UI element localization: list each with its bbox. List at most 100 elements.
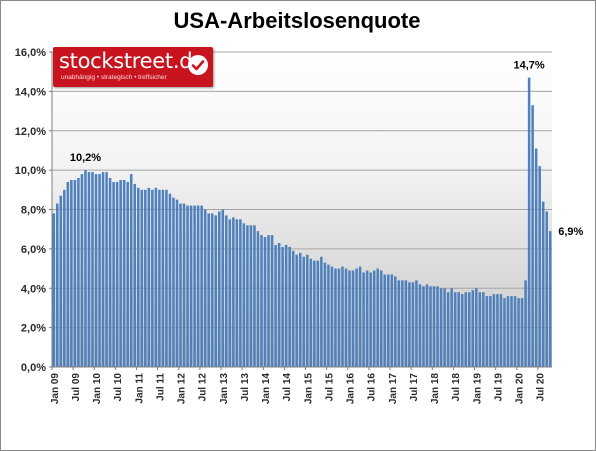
data-label: 14,7% <box>514 60 545 72</box>
x-tick-label: Jan 18 <box>430 373 441 405</box>
bar <box>94 174 98 367</box>
x-tick-label: Jan 10 <box>92 373 103 405</box>
bar <box>73 179 77 367</box>
bar <box>63 189 66 367</box>
x-tick-label: Jul 20 <box>536 373 547 402</box>
axes <box>49 51 552 370</box>
y-tick-label: 2,0% <box>21 323 46 335</box>
bar <box>288 246 291 367</box>
bar <box>161 189 165 367</box>
bar <box>56 203 59 367</box>
bar <box>242 223 246 367</box>
bar <box>464 292 467 367</box>
bar <box>253 225 256 367</box>
x-tick-label: Jan 12 <box>177 373 188 405</box>
bar <box>408 282 411 367</box>
bar <box>387 274 390 367</box>
bar <box>337 268 341 367</box>
x-tick-label: Jul 16 <box>367 373 378 402</box>
bar <box>284 244 288 367</box>
bar <box>221 209 225 367</box>
bar <box>225 215 228 367</box>
bar <box>404 280 408 367</box>
data-label: 10,2% <box>70 152 101 164</box>
y-tick-label: 10,0% <box>15 165 46 177</box>
bar <box>330 266 334 367</box>
x-tick-label: Jul 11 <box>155 373 166 401</box>
bar <box>369 272 372 367</box>
bar <box>158 189 161 367</box>
bar <box>277 242 281 367</box>
bar <box>527 77 531 367</box>
bar <box>372 270 376 367</box>
bar <box>122 179 126 367</box>
bar <box>351 270 355 367</box>
x-tick-label: Jan 17 <box>388 373 399 405</box>
bar <box>450 288 453 367</box>
bar <box>358 266 362 367</box>
x-tick-label: Jan 11 <box>134 373 145 404</box>
x-tick-label: Jul 13 <box>240 373 251 402</box>
bar <box>112 181 115 367</box>
bar <box>84 170 87 367</box>
bar <box>348 270 351 367</box>
y-tick-label: 16,0% <box>15 47 46 59</box>
checkmark-icon <box>188 55 208 75</box>
x-tick-labels: Jan 09 Jul 09 Jan 10 Jul 10 Jan 11 Jul 11 Jan … <box>50 373 547 405</box>
bar <box>249 225 253 367</box>
y-tick-label: 4,0% <box>21 283 46 295</box>
bar <box>108 178 112 367</box>
bar <box>313 260 316 367</box>
bar <box>446 292 450 367</box>
bar <box>168 193 172 367</box>
bar <box>235 219 239 367</box>
annotations: 10,2% 14,7% 6,9% <box>70 60 584 239</box>
x-tick-label: Jan 20 <box>515 373 526 405</box>
bar <box>298 252 302 367</box>
bar <box>524 280 527 367</box>
bar <box>291 250 295 367</box>
bar <box>320 256 323 367</box>
bar <box>214 215 217 367</box>
bar <box>492 294 496 367</box>
x-tick-label: Jul 19 <box>493 373 504 402</box>
bar <box>80 174 84 367</box>
bar <box>129 174 133 367</box>
bar <box>397 280 401 367</box>
x-tick-label: Jan 15 <box>303 373 314 405</box>
bar <box>478 292 482 367</box>
bar <box>545 211 548 367</box>
logo-name: stockstreet.de <box>59 49 205 73</box>
y-tick-label: 12,0% <box>15 126 46 138</box>
bar <box>98 174 101 367</box>
bar <box>355 268 358 367</box>
bar <box>541 201 545 367</box>
bar <box>475 288 478 367</box>
bars <box>52 77 552 367</box>
bar <box>379 270 383 367</box>
bar <box>210 213 214 367</box>
bar <box>534 148 538 367</box>
bar <box>70 179 73 367</box>
bar <box>506 296 510 367</box>
bar <box>203 209 207 367</box>
x-tick-label: Jan 19 <box>472 373 483 405</box>
bar <box>274 244 277 367</box>
bar <box>482 292 485 367</box>
bar <box>489 296 492 367</box>
bar <box>151 189 154 367</box>
bar <box>510 296 513 367</box>
bar <box>439 288 443 367</box>
y-tick-labels: 0,0% 2,0% 4,0% 6,0% 8,0% 10,0% 12,0% 14,0% 16,0% <box>15 47 46 374</box>
bar <box>457 292 460 367</box>
bar <box>306 254 309 367</box>
bar <box>531 105 534 367</box>
bar <box>267 235 270 367</box>
bar <box>140 189 144 367</box>
y-tick-label: 6,0% <box>21 244 46 256</box>
bar <box>453 292 457 367</box>
bar <box>133 183 137 367</box>
bar <box>471 290 475 367</box>
bar <box>87 172 91 367</box>
